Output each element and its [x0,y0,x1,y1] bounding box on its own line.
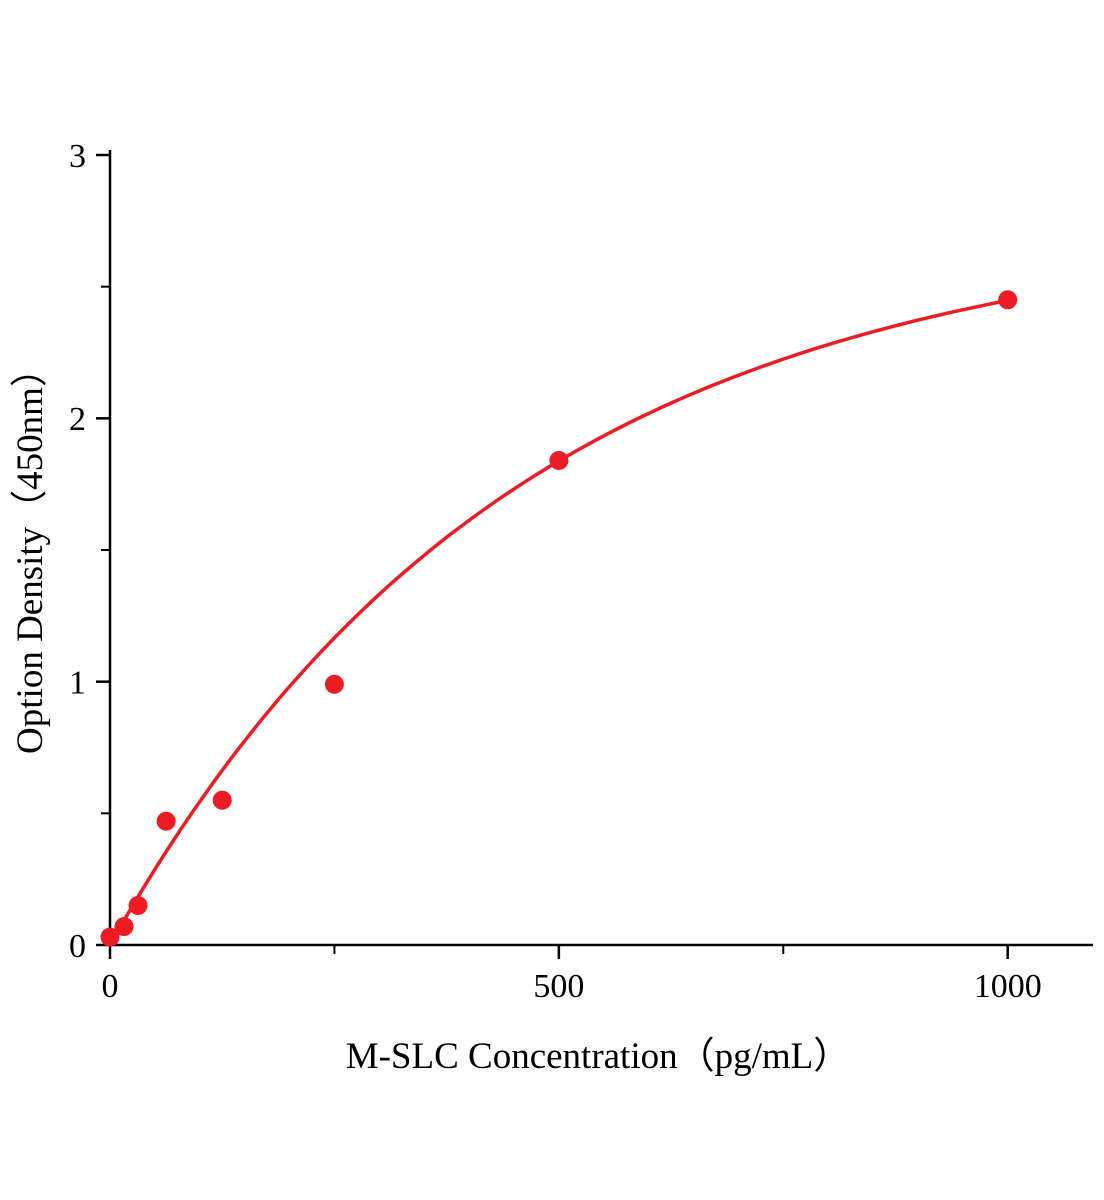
x-tick-label: 500 [533,968,584,1005]
data-point [156,811,176,831]
x-axis-label: M-SLC Concentration（pg/mL） [346,1036,851,1077]
data-point [324,674,344,694]
plot-area: 0 500 1000 0 1 2 3 [69,138,1093,1005]
data-point [128,896,148,915]
y-tick-label: 3 [69,138,86,175]
data-point [549,451,569,470]
fit-curve [108,298,1010,947]
data-point [100,927,120,947]
y-axis-label: Option Density（450nm） [10,350,51,754]
y-tick-label: 0 [69,928,86,965]
data-point [212,790,232,810]
x-tick-label: 0 [102,968,119,1005]
x-tick-label: 1000 [974,968,1042,1005]
y-tick-label: 1 [69,665,86,702]
y-tick-label: 2 [69,401,86,438]
data-point [114,917,134,937]
data-point [998,290,1018,310]
